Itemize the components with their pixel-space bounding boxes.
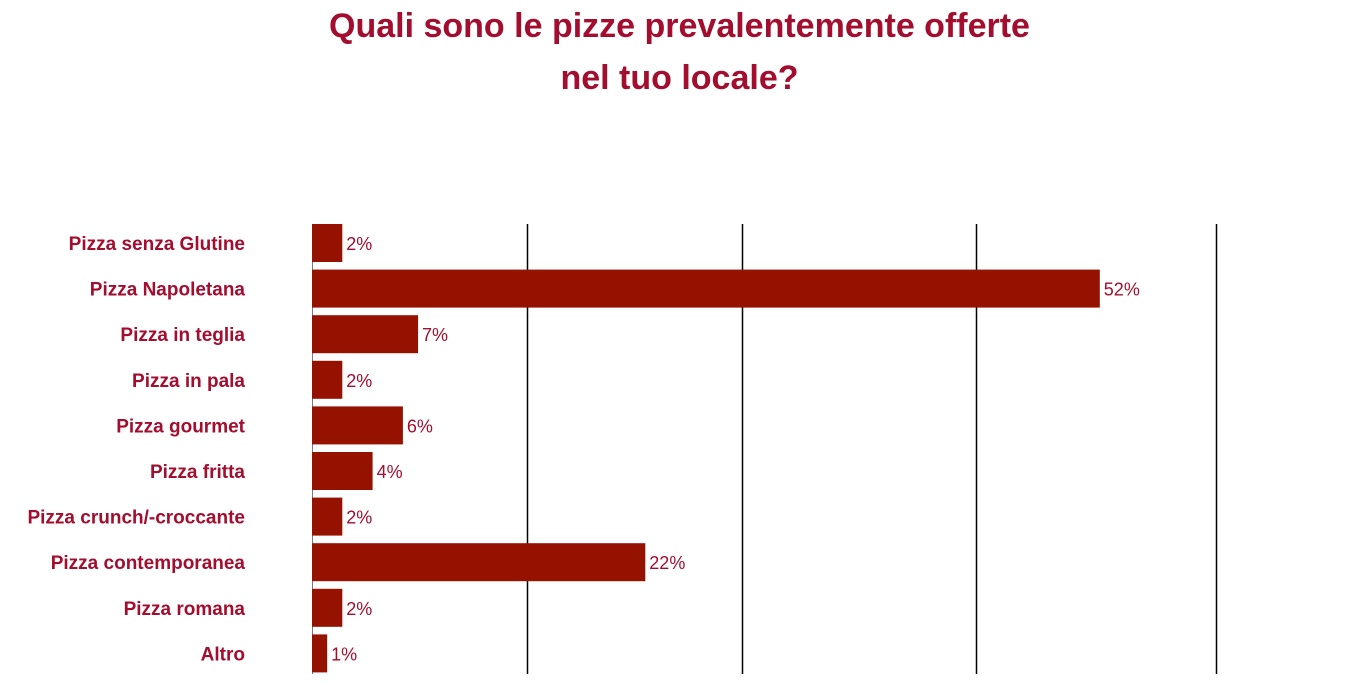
value-label: 2% xyxy=(346,508,372,528)
value-label: 4% xyxy=(377,462,403,482)
bar xyxy=(312,543,646,582)
value-label: 52% xyxy=(1104,280,1140,300)
bar xyxy=(312,360,343,399)
bar xyxy=(312,634,328,673)
chart-title: Quali sono le pizze prevalentemente offe… xyxy=(0,0,1359,104)
bar xyxy=(312,315,419,354)
bar xyxy=(312,588,343,627)
value-label: 22% xyxy=(649,553,685,573)
category-label: Pizza gourmet xyxy=(116,416,245,437)
bar xyxy=(312,406,403,445)
category-label: Pizza in teglia xyxy=(120,325,245,346)
value-label: 6% xyxy=(407,416,433,436)
category-label: Pizza in pala xyxy=(132,371,245,392)
category-label: Pizza senza Glutine xyxy=(69,234,245,255)
value-label: 2% xyxy=(346,234,372,254)
category-label: Pizza Napoletana xyxy=(90,280,246,301)
category-label: Altro xyxy=(201,644,245,665)
value-label: 7% xyxy=(422,325,448,345)
chart-title-line-2: nel tuo locale? xyxy=(560,59,799,97)
bar xyxy=(312,497,343,536)
category-label: Pizza romana xyxy=(124,599,246,620)
chart-title-line-1: Quali sono le pizze prevalentemente offe… xyxy=(329,7,1030,45)
value-label: 2% xyxy=(346,371,372,391)
bar xyxy=(312,452,373,490)
bar xyxy=(312,224,343,262)
bar xyxy=(312,269,1100,308)
value-label: 2% xyxy=(346,599,372,619)
value-label: 1% xyxy=(331,644,357,664)
category-label: Pizza crunch/-croccante xyxy=(27,508,245,529)
category-label: Pizza contemporanea xyxy=(51,553,246,574)
category-label: Pizza fritta xyxy=(150,462,245,483)
